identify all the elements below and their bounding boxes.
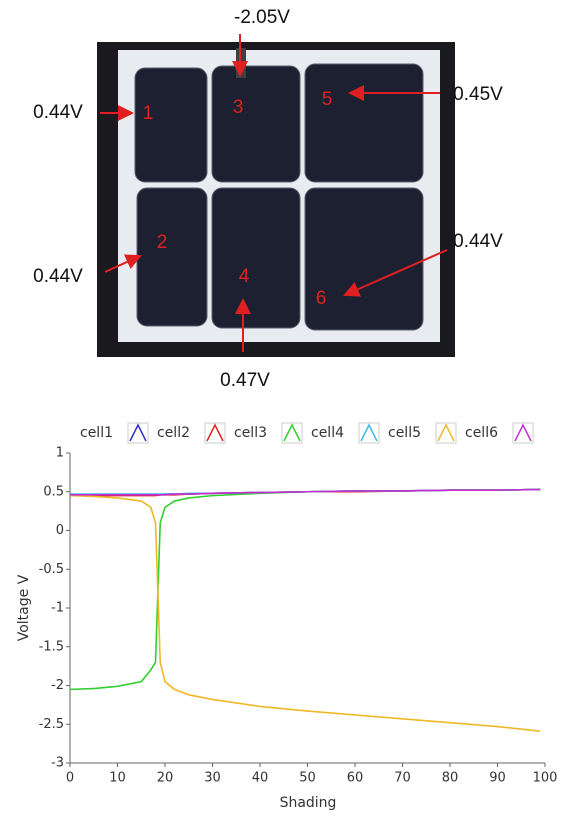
x-axis-label: Shading — [280, 795, 337, 811]
series-line — [70, 488, 541, 496]
legend-label: cell6 — [465, 425, 498, 441]
cell-number: 5 — [322, 89, 333, 110]
legend-swatch-box — [512, 422, 534, 444]
voltage-label: 0.47V — [220, 370, 270, 391]
legend-swatch — [283, 423, 301, 442]
cell — [304, 187, 424, 331]
y-tick-label: -0.5 — [39, 562, 64, 577]
y-tick-label: -2.5 — [39, 717, 64, 732]
legend-label: cell3 — [234, 425, 267, 441]
legend-label: cell5 — [388, 425, 421, 441]
voltage-label: 0.45V — [453, 84, 503, 105]
x-tick-label: 30 — [204, 771, 221, 786]
voltage-label: -2.05V — [234, 7, 290, 28]
legend-swatch — [129, 423, 147, 442]
cell-number: 6 — [316, 288, 327, 309]
y-tick-label: -2 — [51, 678, 64, 693]
cell — [211, 65, 301, 183]
x-tick-label: 20 — [157, 771, 174, 786]
legend-swatch — [437, 423, 455, 442]
legend-swatch-box — [204, 422, 226, 444]
cell — [136, 187, 208, 327]
voltage-label: 0.44V — [33, 266, 83, 287]
x-tick-label: 40 — [252, 771, 269, 786]
legend-swatch-box — [127, 422, 149, 444]
cell-number: 4 — [239, 266, 250, 287]
legend-label: cell1 — [80, 425, 113, 441]
x-tick-label: 60 — [347, 771, 364, 786]
cell — [211, 187, 301, 329]
y-tick-label: 0.5 — [43, 484, 64, 499]
x-tick-label: 10 — [109, 771, 126, 786]
legend-swatch — [360, 423, 378, 442]
y-axis-label: Voltage V — [16, 574, 32, 641]
legend-swatch — [514, 423, 532, 442]
x-tick-label: 90 — [489, 771, 506, 786]
legend-label: cell2 — [157, 425, 190, 441]
x-tick-label: 100 — [533, 771, 558, 786]
voltage-label: 0.44V — [453, 231, 503, 252]
arrow — [343, 249, 448, 297]
voltage-label: 0.44V — [33, 102, 83, 123]
legend-swatch-box — [281, 422, 303, 444]
cell-number: 1 — [143, 103, 154, 124]
cell-number: 3 — [233, 97, 244, 118]
x-tick-label: 80 — [442, 771, 459, 786]
arrow — [104, 254, 142, 273]
series-line — [69, 494, 541, 733]
y-tick-label: 1 — [56, 446, 64, 461]
cell — [304, 63, 424, 183]
cell-number: 2 — [157, 232, 168, 253]
x-tick-label: 0 — [66, 771, 74, 786]
x-tick-label: 50 — [299, 771, 316, 786]
series-line — [69, 488, 541, 691]
legend-swatch — [206, 423, 224, 442]
y-tick-label: -1 — [51, 601, 64, 616]
y-tick-label: 0 — [56, 523, 64, 538]
legend-swatch-box — [358, 422, 380, 444]
y-tick-label: -3 — [51, 756, 64, 771]
cell — [134, 67, 208, 183]
x-tick-label: 70 — [394, 771, 411, 786]
solar-cells — [134, 63, 424, 331]
legend-swatch-box — [435, 422, 457, 444]
legend-label: cell4 — [311, 425, 344, 441]
y-tick-label: -1.5 — [39, 639, 64, 654]
